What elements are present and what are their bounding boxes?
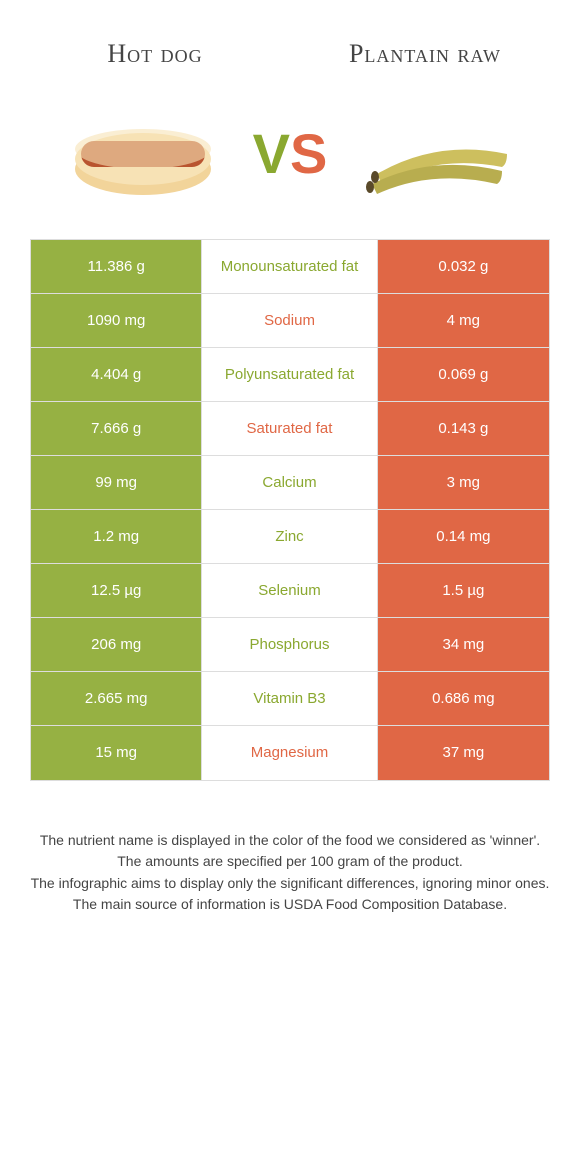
- left-value: 12.5 µg: [31, 564, 202, 618]
- table-row: 15 mgMagnesium37 mg: [31, 726, 549, 780]
- table-row: 1.2 mgZinc0.14 mg: [31, 510, 549, 564]
- left-value: 4.404 g: [31, 348, 202, 402]
- nutrient-name: Sodium: [202, 294, 377, 348]
- left-value: 7.666 g: [31, 402, 202, 456]
- infographic-container: Hot dog Plantain raw VS 11.386 gMonounsa…: [0, 0, 580, 915]
- left-value: 99 mg: [31, 456, 202, 510]
- table-row: 11.386 gMonounsaturated fat0.032 g: [31, 240, 549, 294]
- right-value: 0.143 g: [378, 402, 549, 456]
- nutrient-name: Calcium: [202, 456, 377, 510]
- left-value: 15 mg: [31, 726, 202, 780]
- vs-v: V: [253, 122, 290, 185]
- right-value: 0.686 mg: [378, 672, 549, 726]
- right-value: 4 mg: [378, 294, 549, 348]
- footnote-3: The infographic aims to display only the…: [30, 874, 550, 894]
- right-value: 0.069 g: [378, 348, 549, 402]
- left-value: 11.386 g: [31, 240, 202, 294]
- nutrient-name: Phosphorus: [202, 618, 377, 672]
- plantain-image: [357, 99, 517, 209]
- right-value: 0.032 g: [378, 240, 549, 294]
- table-row: 99 mgCalcium3 mg: [31, 456, 549, 510]
- table-row: 12.5 µgSelenium1.5 µg: [31, 564, 549, 618]
- left-value: 2.665 mg: [31, 672, 202, 726]
- nutrient-name: Saturated fat: [202, 402, 377, 456]
- footnote-2: The amounts are specified per 100 gram o…: [30, 852, 550, 872]
- nutrient-table: 11.386 gMonounsaturated fat0.032 g1090 m…: [30, 239, 550, 781]
- hotdog-image: [63, 99, 223, 209]
- left-value: 1090 mg: [31, 294, 202, 348]
- table-row: 7.666 gSaturated fat0.143 g: [31, 402, 549, 456]
- right-value: 3 mg: [378, 456, 549, 510]
- right-value: 0.14 mg: [378, 510, 549, 564]
- table-row: 2.665 mgVitamin B30.686 mg: [31, 672, 549, 726]
- nutrient-name: Monounsaturated fat: [202, 240, 377, 294]
- right-food-title: Plantain raw: [317, 40, 533, 69]
- footnote-1: The nutrient name is displayed in the co…: [30, 831, 550, 851]
- header: Hot dog Plantain raw: [0, 0, 580, 89]
- left-food-title: Hot dog: [47, 40, 263, 69]
- left-value: 206 mg: [31, 618, 202, 672]
- footnotes: The nutrient name is displayed in the co…: [30, 831, 550, 915]
- table-row: 1090 mgSodium4 mg: [31, 294, 549, 348]
- table-row: 206 mgPhosphorus34 mg: [31, 618, 549, 672]
- vs-s: S: [290, 122, 327, 185]
- vs-label: VS: [253, 121, 328, 186]
- right-value: 1.5 µg: [378, 564, 549, 618]
- nutrient-name: Polyunsaturated fat: [202, 348, 377, 402]
- nutrient-name: Magnesium: [202, 726, 377, 780]
- table-row: 4.404 gPolyunsaturated fat0.069 g: [31, 348, 549, 402]
- footnote-4: The main source of information is USDA F…: [30, 895, 550, 915]
- right-value: 34 mg: [378, 618, 549, 672]
- nutrient-name: Vitamin B3: [202, 672, 377, 726]
- nutrient-name: Selenium: [202, 564, 377, 618]
- nutrient-name: Zinc: [202, 510, 377, 564]
- left-value: 1.2 mg: [31, 510, 202, 564]
- right-value: 37 mg: [378, 726, 549, 780]
- image-row: VS: [0, 89, 580, 239]
